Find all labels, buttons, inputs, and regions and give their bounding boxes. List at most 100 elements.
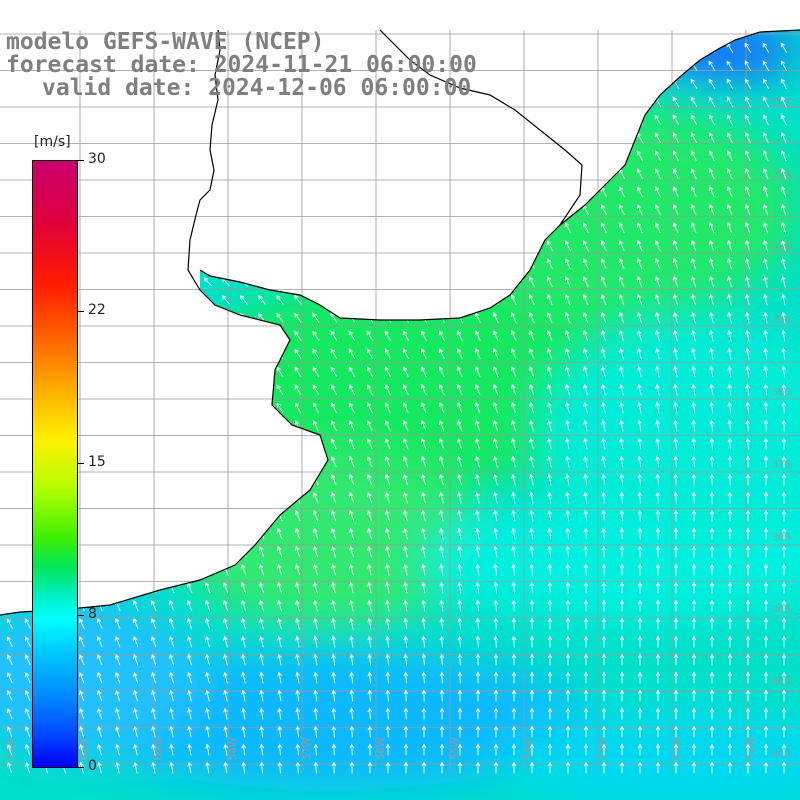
- wind-arrow: [241, 671, 246, 684]
- wind-arrow: [709, 365, 714, 378]
- wind-arrow: [509, 96, 518, 107]
- wind-arrow: [312, 348, 320, 359]
- wind-arrow: [97, 725, 102, 738]
- wind-arrow: [349, 581, 354, 594]
- wind-arrow: [474, 168, 482, 179]
- wind-arrow: [781, 257, 786, 270]
- wind-arrow: [295, 563, 301, 576]
- wind-arrow: [547, 527, 552, 540]
- wind-arrow: [655, 635, 661, 648]
- wind-arrow: [131, 349, 140, 359]
- wind-arrow: [131, 331, 141, 341]
- wind-arrow: [385, 545, 390, 558]
- wind-arrow: [437, 133, 446, 143]
- wind-arrow: [583, 743, 589, 756]
- wind-arrow: [475, 401, 481, 414]
- wind-arrow: [763, 527, 769, 540]
- wind-arrow: [493, 366, 499, 378]
- wind-arrow: [456, 348, 463, 360]
- wind-arrow: [187, 564, 193, 576]
- wind-arrow: [727, 635, 733, 648]
- wind-arrow: [205, 743, 210, 756]
- wind-arrow: [419, 115, 429, 125]
- wind-arrow: [655, 311, 661, 324]
- wind-arrow: [781, 401, 787, 414]
- wind-arrow: [402, 186, 410, 197]
- wind-arrow: [185, 277, 195, 287]
- wind-arrow: [78, 618, 85, 630]
- wind-arrow: [762, 42, 770, 53]
- wind-arrow: [780, 42, 788, 54]
- wind-arrow: [564, 114, 572, 125]
- wind-arrow: [511, 509, 516, 522]
- wind-arrow: [239, 241, 249, 251]
- wind-arrow: [690, 114, 698, 126]
- wind-arrow: [313, 653, 318, 666]
- wind-arrow: [691, 509, 697, 522]
- wind-arrow: [673, 761, 679, 774]
- wind-arrow: [511, 455, 516, 468]
- wind-arrow: [240, 330, 248, 341]
- wind-arrow: [475, 366, 481, 378]
- wind-arrow: [564, 96, 572, 107]
- wind-arrow: [709, 257, 715, 270]
- wind-arrow: [293, 151, 303, 161]
- wind-arrow: [619, 545, 625, 558]
- wind-arrow: [59, 115, 69, 125]
- wind-arrow: [186, 348, 194, 359]
- wind-arrow: [673, 455, 679, 468]
- wind-arrow: [5, 223, 15, 233]
- wind-arrow: [709, 563, 715, 576]
- wind-arrow: [583, 312, 589, 324]
- wind-arrow: [745, 365, 750, 378]
- wind-arrow: [655, 563, 661, 576]
- wind-arrow: [24, 618, 31, 630]
- wind-arrow: [167, 295, 177, 305]
- wind-arrow: [745, 653, 751, 666]
- wind-arrow: [330, 384, 337, 396]
- longitude-label: 54W: [524, 737, 535, 760]
- wind-arrow: [347, 205, 356, 215]
- wind-arrow: [420, 366, 427, 378]
- wind-arrow: [275, 115, 285, 125]
- wind-arrow: [492, 312, 499, 324]
- wind-arrow: [781, 437, 787, 450]
- wind-arrow: [239, 205, 249, 215]
- wind-arrow: [690, 42, 698, 53]
- wind-arrow: [365, 43, 375, 53]
- wind-arrow: [367, 456, 373, 468]
- wind-arrow: [383, 43, 393, 53]
- wind-arrow: [23, 115, 33, 125]
- wind-arrow: [547, 563, 553, 576]
- wind-arrow: [223, 689, 228, 702]
- wind-arrow: [493, 635, 499, 648]
- wind-arrow: [204, 420, 212, 431]
- wind-arrow: [349, 761, 355, 774]
- wind-arrow: [727, 383, 732, 396]
- wind-arrow: [529, 509, 534, 522]
- wind-arrow: [329, 187, 339, 197]
- wind-arrow: [5, 115, 15, 125]
- wind-arrow: [619, 743, 625, 756]
- wind-arrow: [582, 222, 589, 234]
- wind-arrow: [565, 563, 571, 576]
- wind-arrow: [257, 169, 267, 179]
- wind-arrow: [402, 384, 409, 396]
- wind-arrow: [709, 743, 715, 756]
- wind-arrow: [673, 689, 679, 702]
- wind-arrow: [528, 150, 536, 161]
- wind-arrow: [601, 545, 607, 558]
- wind-arrow: [565, 527, 571, 540]
- wind-arrow: [384, 348, 391, 360]
- wind-arrow: [691, 239, 697, 252]
- wind-arrow: [276, 492, 283, 504]
- wind-arrow: [24, 564, 32, 575]
- wind-arrow: [132, 474, 140, 485]
- wind-arrow: [437, 150, 446, 161]
- wind-arrow: [312, 402, 319, 414]
- wind-arrow: [24, 510, 32, 521]
- wind-arrow: [24, 654, 31, 666]
- wind-arrow: [131, 313, 141, 323]
- wind-arrow: [6, 582, 14, 593]
- wind-arrow: [654, 78, 662, 89]
